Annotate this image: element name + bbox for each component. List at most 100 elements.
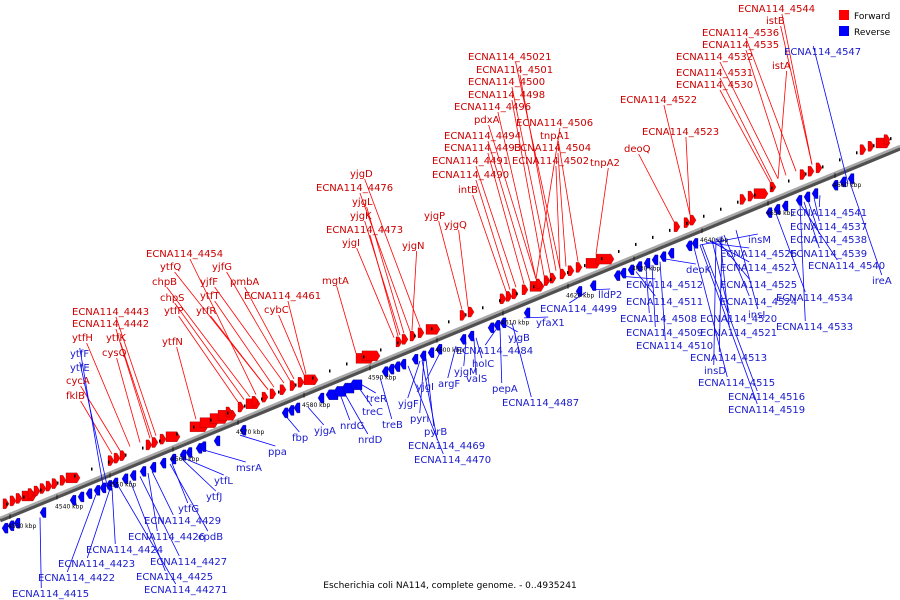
forward-gene-label: ECNA114_4442 [72, 319, 149, 330]
forward-gene-label: ECNA114_4490 [432, 170, 509, 181]
forward-gene-label: ECNA114_4500 [468, 77, 545, 88]
tick-label: 4640 kbp [700, 237, 728, 244]
reverse-gene-label: ECNA114_4484 [456, 346, 533, 357]
forward-gene [113, 452, 121, 464]
forward-leader-line [214, 286, 285, 384]
forward-gene-label: ECNA114_4454 [146, 249, 223, 260]
dot-marker [465, 313, 467, 317]
reverse-gene-label: ECNA114_4422 [38, 573, 115, 584]
reverse-leader-line [239, 434, 276, 447]
dot-marker [703, 214, 705, 218]
reverse-leader-line [818, 195, 821, 208]
forward-gene-label: yjgD [350, 169, 373, 180]
dot-marker [499, 299, 501, 303]
reverse-gene-label: ECNA114_4510 [636, 341, 713, 352]
reverse-gene-label: ECNA114_4525 [720, 280, 797, 291]
reverse-gene [523, 307, 531, 319]
reverse-leader-line [635, 271, 656, 297]
dot-marker [261, 397, 263, 401]
forward-leader-line [535, 127, 561, 279]
reverse-gene-label: ECNA114_4469 [408, 441, 485, 452]
forward-labels: ECNA114_4544istBECNA114_4536ECNA114_4535… [66, 4, 815, 402]
tick-label: 4610 kbp [501, 320, 529, 327]
reverse-gene [467, 330, 475, 342]
reverse-leader-line [343, 392, 369, 435]
reverse-gene [159, 458, 167, 469]
reverse-gene [149, 462, 157, 473]
forward-gene-label: tnpA1 [540, 131, 570, 142]
reverse-gene [435, 344, 443, 355]
dot-marker [482, 306, 484, 310]
forward-gene-label: yjgQ [444, 220, 467, 231]
reverse-gene-label: ECNA114_4429 [144, 516, 221, 527]
forward-gene-label: intB [458, 185, 478, 196]
forward-gene-label: ytfT [200, 291, 220, 302]
reverse-gene-label: ireA [872, 276, 892, 287]
reverse-gene [69, 495, 77, 506]
reverse-leader-line [499, 327, 503, 384]
forward-gene-label: ECNA114_4496 [454, 102, 531, 113]
forward-gene [425, 324, 441, 335]
reverse-gene-label: nrdD [358, 435, 383, 446]
forward-gene-label: ECNA114_4523 [642, 127, 719, 138]
reverse-leader-line [151, 471, 174, 516]
reverse-gene [99, 482, 107, 494]
reverse-gene-label: yjgI [416, 382, 434, 393]
forward-leader-line [80, 385, 121, 451]
reverse-gene [293, 402, 301, 414]
reverse-leader-line [803, 201, 820, 249]
dot-marker [312, 376, 314, 380]
forward-leader-line [366, 206, 405, 334]
reverse-leader-line [735, 229, 759, 310]
forward-gene [747, 190, 755, 202]
forward-gene-label: yjfG [212, 262, 232, 273]
reverse-leader-line [651, 264, 656, 328]
forward-genes [2, 134, 892, 509]
forward-gene-label: ECNA114_4494 [444, 131, 521, 142]
forward-gene [595, 253, 615, 265]
reverse-gene [643, 258, 651, 269]
reverse-leader-line [723, 234, 750, 297]
forward-leader-line [458, 229, 469, 308]
reverse-gene-label: ECNA114_4425 [136, 572, 213, 583]
dot-marker [873, 144, 875, 148]
tick-label: 4620 kbp [566, 293, 594, 300]
forward-gene-label: ECNA114_4506 [516, 118, 593, 129]
reverse-gene-label: yjgM [454, 367, 478, 378]
reverse-gene-label: ECNA114_4534 [776, 293, 853, 304]
forward-leader-line [178, 315, 239, 403]
reverse-gene [575, 286, 583, 297]
forward-gene-label: cycA [66, 376, 90, 387]
reverse-gene [419, 350, 427, 362]
forward-leader-line [519, 74, 557, 271]
forward-gene-label: ECNA114_4501 [476, 65, 553, 76]
dot-marker [771, 186, 773, 190]
reverse-gene-label: yjgB [508, 333, 530, 344]
forward-gene-label: ECNA114_4491 [432, 156, 509, 167]
reverse-gene [765, 207, 773, 218]
reverse-leader-line [111, 487, 116, 545]
reverse-gene-label: ECNA114_44271 [144, 585, 228, 596]
reverse-gene-label: yfaX1 [536, 318, 565, 329]
dot-marker [108, 460, 110, 464]
forward-gene-label: deoQ [624, 144, 651, 155]
forward-leader-line [278, 314, 305, 375]
reverse-gene-label: ECNA114_4526 [720, 249, 797, 260]
tick-label: 4660 kbp [833, 182, 861, 189]
reverse-gene-label: ECNA114_4426 [128, 532, 205, 543]
forward-leader-line [745, 37, 797, 172]
reverse-gene-label: ECNA114_4513 [690, 353, 767, 364]
forward-gene [521, 284, 529, 295]
forward-gene [739, 194, 747, 205]
dot-marker [890, 137, 892, 141]
forward-leader-line [663, 104, 691, 216]
reverse-gene [281, 407, 289, 419]
forward-gene-label: ECNA114_4532 [676, 52, 753, 63]
reverse-gene [213, 435, 221, 447]
dot-marker [159, 439, 161, 443]
forward-gene-label: istA [772, 61, 791, 72]
forward-gene [51, 478, 59, 489]
forward-leader-line [475, 179, 511, 290]
forward-gene [401, 334, 409, 345]
forward-gene [27, 488, 35, 499]
